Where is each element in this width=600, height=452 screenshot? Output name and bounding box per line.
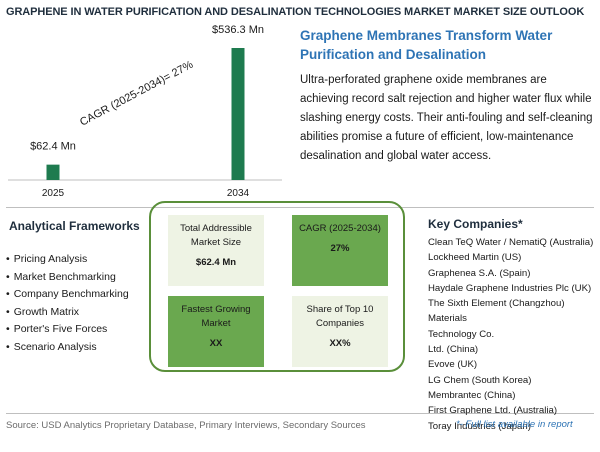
companies-list: Clean TeQ Water / NematiQ (Australia) Lo… xyxy=(428,235,598,434)
tam-value: $62.4 Mn xyxy=(195,257,237,268)
full-list-note: *- Full list available in report xyxy=(456,419,573,430)
list-item: The Sixth Element (Changzhou) Materials xyxy=(428,298,565,325)
story-title: Graphene Membranes Transform Water Purif… xyxy=(300,28,553,62)
list-item: Technology Co. xyxy=(428,328,495,340)
frameworks-title: Analytical Frameworks xyxy=(9,219,140,233)
tam-label: Total Addressible Market Size xyxy=(180,223,252,248)
list-item: Pricing Analysis xyxy=(6,251,129,269)
data-label-2034: $536.3 Mn xyxy=(212,24,264,36)
list-item: Toray Industries (Japan) xyxy=(428,420,531,432)
list-item: Graphenea S.A. (Spain) xyxy=(428,267,531,279)
list-item: Haydale Graphene Industries Plc (UK) xyxy=(428,282,592,294)
top10-share-label: Share of Top 10 Companies xyxy=(306,304,374,329)
top10-share-tile: Share of Top 10 Companies XX% xyxy=(292,296,388,367)
fastest-market-value: XX xyxy=(209,338,223,349)
fastest-market-tile: Fastest Growing Market XX xyxy=(168,296,264,367)
source-note: Source: USD Analytics Proprietary Databa… xyxy=(6,420,366,431)
footer-divider xyxy=(6,413,594,414)
fastest-market-label: Fastest Growing Market xyxy=(181,304,251,329)
list-item: Ltd. (China) xyxy=(428,344,479,356)
companies-title: Key Companies* xyxy=(428,217,523,231)
category-label-2034: 2034 xyxy=(227,188,250,199)
metrics-panel: Total Addressible Market Size $62.4 Mn C… xyxy=(149,201,405,372)
category-label-2025: 2025 xyxy=(42,188,65,199)
cagr-value: 27% xyxy=(330,243,350,254)
data-label-2025: $62.4 Mn xyxy=(30,141,76,153)
list-item: First Graphene Ltd. (Australia) xyxy=(428,405,558,417)
list-item: Evove (UK) xyxy=(428,359,478,371)
page-title: GRAPHENE IN WATER PURIFICATION AND DESAL… xyxy=(6,6,585,18)
bar-2025 xyxy=(46,164,60,180)
top10-share-value: XX% xyxy=(329,338,351,349)
tam-tile: Total Addressible Market Size $62.4 Mn xyxy=(168,215,264,286)
list-item: Scenario Analysis xyxy=(6,339,129,357)
list-item: Clean TeQ Water / NematiQ (Australia) xyxy=(428,237,594,248)
story-body: Ultra-perforated graphene oxide membrane… xyxy=(300,74,593,162)
cagr-tile: CAGR (2025-2034) 27% xyxy=(292,215,388,286)
section-divider xyxy=(6,207,594,208)
cagr-label: CAGR (2025-2034) xyxy=(299,223,381,234)
frameworks-list: Pricing Analysis Market Benchmarking Com… xyxy=(6,251,129,356)
list-item: Membrantec (China) xyxy=(428,389,516,401)
list-item: LG Chem (South Korea) xyxy=(428,374,532,386)
list-item: Market Benchmarking xyxy=(6,269,129,287)
list-item: Porter's Five Forces xyxy=(6,321,129,339)
bar-2034 xyxy=(231,48,245,180)
list-item: Lockheed Martin (US) xyxy=(428,252,522,264)
list-item: Growth Matrix xyxy=(6,304,129,322)
list-item: Company Benchmarking xyxy=(6,286,129,304)
market-size-bar-chart: $62.4 Mn 2025 $536.3 Mn 2034 xyxy=(8,24,282,199)
